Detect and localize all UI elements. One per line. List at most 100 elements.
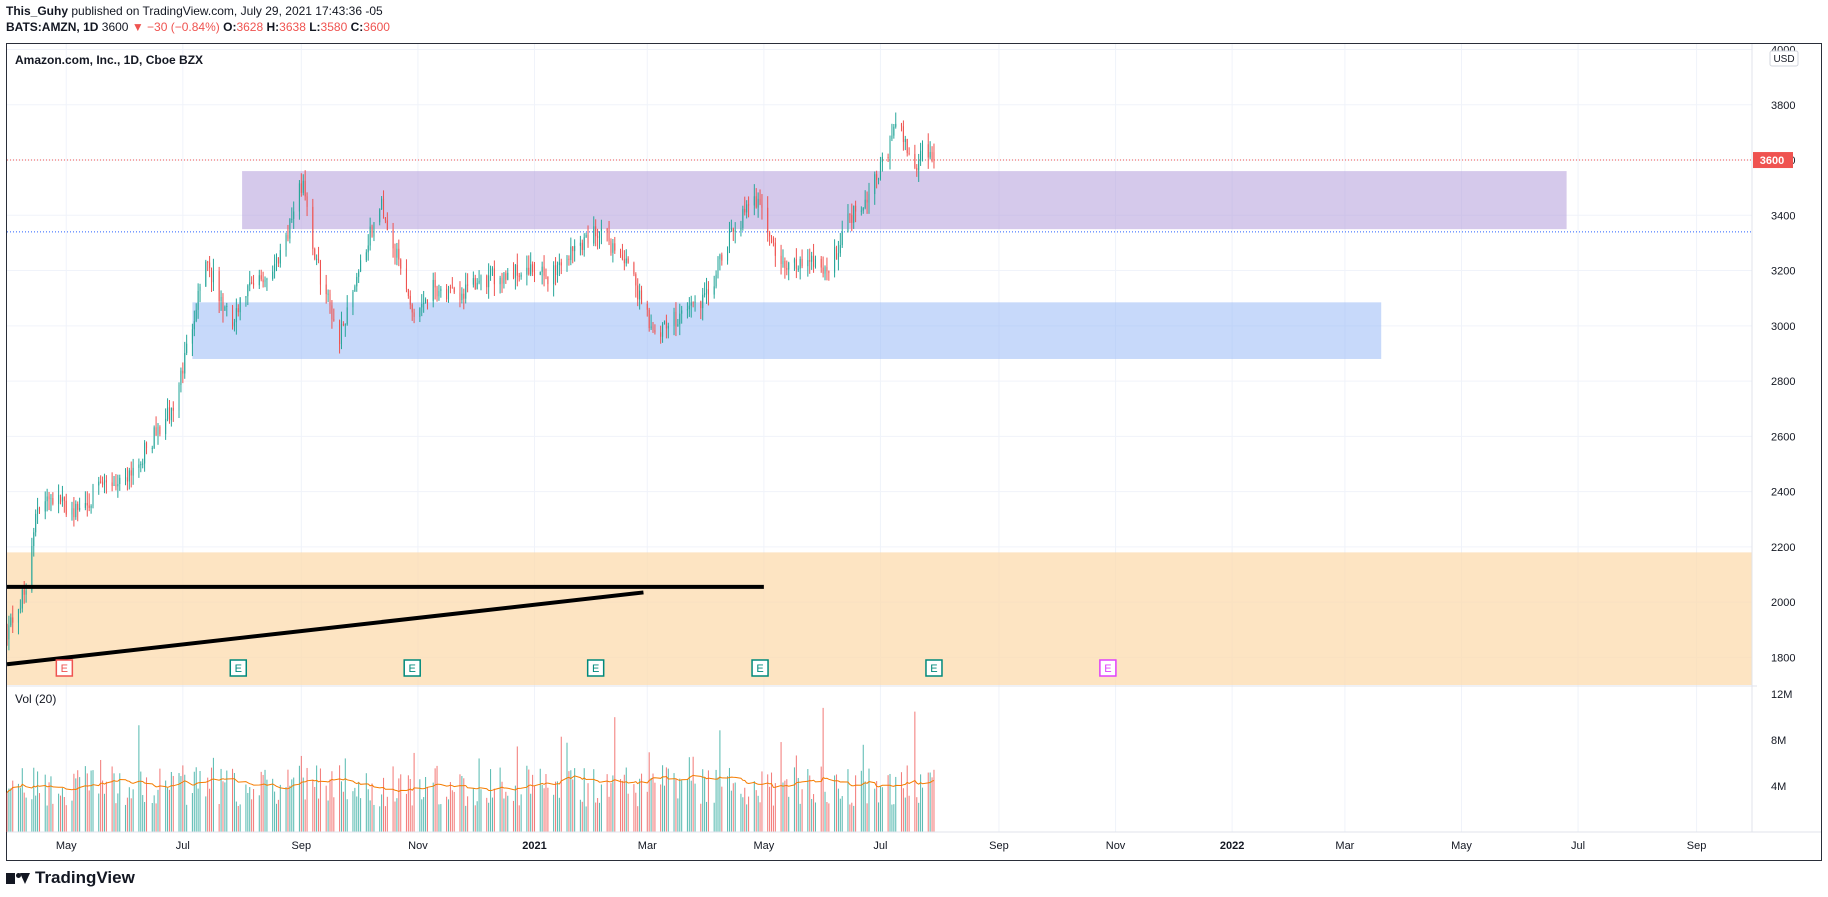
candle-body	[667, 325, 669, 329]
candle-body	[63, 497, 65, 501]
earnings-marker-icon: E	[1099, 659, 1117, 677]
time-tick-label: Mar	[1335, 840, 1354, 852]
earnings-marker-icon: E	[229, 659, 248, 677]
volume-bar	[851, 802, 853, 832]
candle-body	[814, 258, 816, 267]
candle-body	[879, 162, 881, 179]
candle-body	[86, 503, 88, 506]
volume-bar	[46, 805, 48, 832]
volume-bar	[673, 773, 675, 832]
candle-body	[855, 205, 857, 212]
time-tick-label: Nov	[1106, 840, 1126, 852]
candle-body	[570, 246, 572, 261]
candle-body	[533, 272, 536, 275]
candle-body	[555, 265, 557, 276]
candle-body	[247, 285, 249, 297]
volume-bar	[251, 799, 253, 832]
volume-bar	[302, 777, 304, 832]
candle-body	[449, 287, 451, 289]
volume-bar	[595, 802, 597, 832]
candle-body	[677, 324, 679, 327]
volume-bar	[65, 805, 67, 832]
earnings-marker-box	[229, 659, 248, 677]
candle-body	[579, 242, 581, 246]
volume-bar	[619, 779, 622, 832]
candle-body	[172, 407, 174, 411]
candle-body	[780, 255, 782, 265]
candle-body	[419, 307, 421, 317]
volume-ma-line	[6, 774, 935, 793]
time-tick-label: Jul	[1571, 840, 1585, 852]
candle-body	[715, 274, 717, 287]
candle-body	[606, 228, 608, 231]
volume-tick-label: 4M	[1771, 781, 1786, 793]
volume-bar	[887, 775, 889, 832]
candle-body	[906, 139, 908, 154]
candle-body	[581, 242, 583, 250]
candle-body	[453, 287, 455, 293]
candle-body	[595, 226, 597, 237]
candle-body	[788, 262, 790, 270]
candle-body	[734, 230, 736, 232]
chart-frame[interactable]	[6, 43, 1822, 861]
candle-body	[503, 273, 505, 284]
volume-bar	[742, 797, 744, 832]
time-tick-label: Jul	[176, 840, 190, 852]
volume-bar	[543, 788, 545, 832]
volume-bar	[717, 777, 719, 832]
candle-body	[58, 494, 60, 504]
volume-bar	[260, 771, 262, 832]
candle-body	[358, 271, 360, 277]
volume-bar	[396, 798, 398, 832]
candle-body	[547, 276, 549, 285]
candle-body	[707, 289, 709, 295]
candle-body	[467, 284, 469, 286]
candle-body	[600, 228, 602, 233]
volume-bar	[707, 770, 709, 832]
volume-bar	[199, 770, 201, 832]
volume-bar	[719, 730, 721, 832]
candle-body	[142, 463, 144, 465]
volume-bar	[740, 793, 742, 832]
candle-body	[612, 243, 614, 253]
candle-body	[480, 275, 482, 281]
volume-bar	[639, 778, 641, 832]
volume-bar	[769, 786, 771, 832]
currency-label: USD	[1773, 54, 1794, 65]
candle-body	[627, 258, 629, 263]
price-tick-label: 2800	[1771, 376, 1795, 388]
candle-body	[568, 258, 570, 261]
volume-bar	[37, 771, 39, 832]
ohlc-line: BATS:AMZN, 1D 3600 ▼ −30 (−0.84%) O:3628…	[6, 20, 390, 34]
candle-body	[862, 208, 864, 211]
volume-bar	[342, 791, 344, 832]
volume-bar	[807, 769, 809, 832]
candle-body	[505, 273, 507, 280]
volume-bar	[635, 792, 637, 832]
volume-bar	[35, 795, 37, 832]
candle-body	[459, 292, 461, 301]
price-tick-label: 3200	[1771, 266, 1795, 278]
candle-body	[289, 219, 291, 239]
volume-bar	[574, 768, 576, 832]
candle-body	[532, 264, 534, 273]
volume-bar	[828, 803, 830, 832]
blue-zone	[192, 302, 1382, 359]
volume-bar	[623, 774, 625, 832]
volume-bar	[117, 793, 119, 832]
volume-bar	[755, 790, 757, 832]
volume-bar	[637, 806, 639, 832]
volume-bar	[839, 798, 841, 832]
candle-body	[520, 274, 522, 277]
volume-bar	[849, 804, 851, 832]
candle-body	[186, 343, 188, 353]
volume-bar	[325, 785, 327, 832]
open-value: 3628	[236, 20, 264, 34]
volume-bar	[713, 802, 715, 832]
candle-body	[847, 213, 849, 232]
candle-body	[742, 208, 744, 228]
candle-body	[704, 293, 706, 295]
volume-bar	[621, 780, 623, 832]
candle-body	[702, 294, 704, 309]
